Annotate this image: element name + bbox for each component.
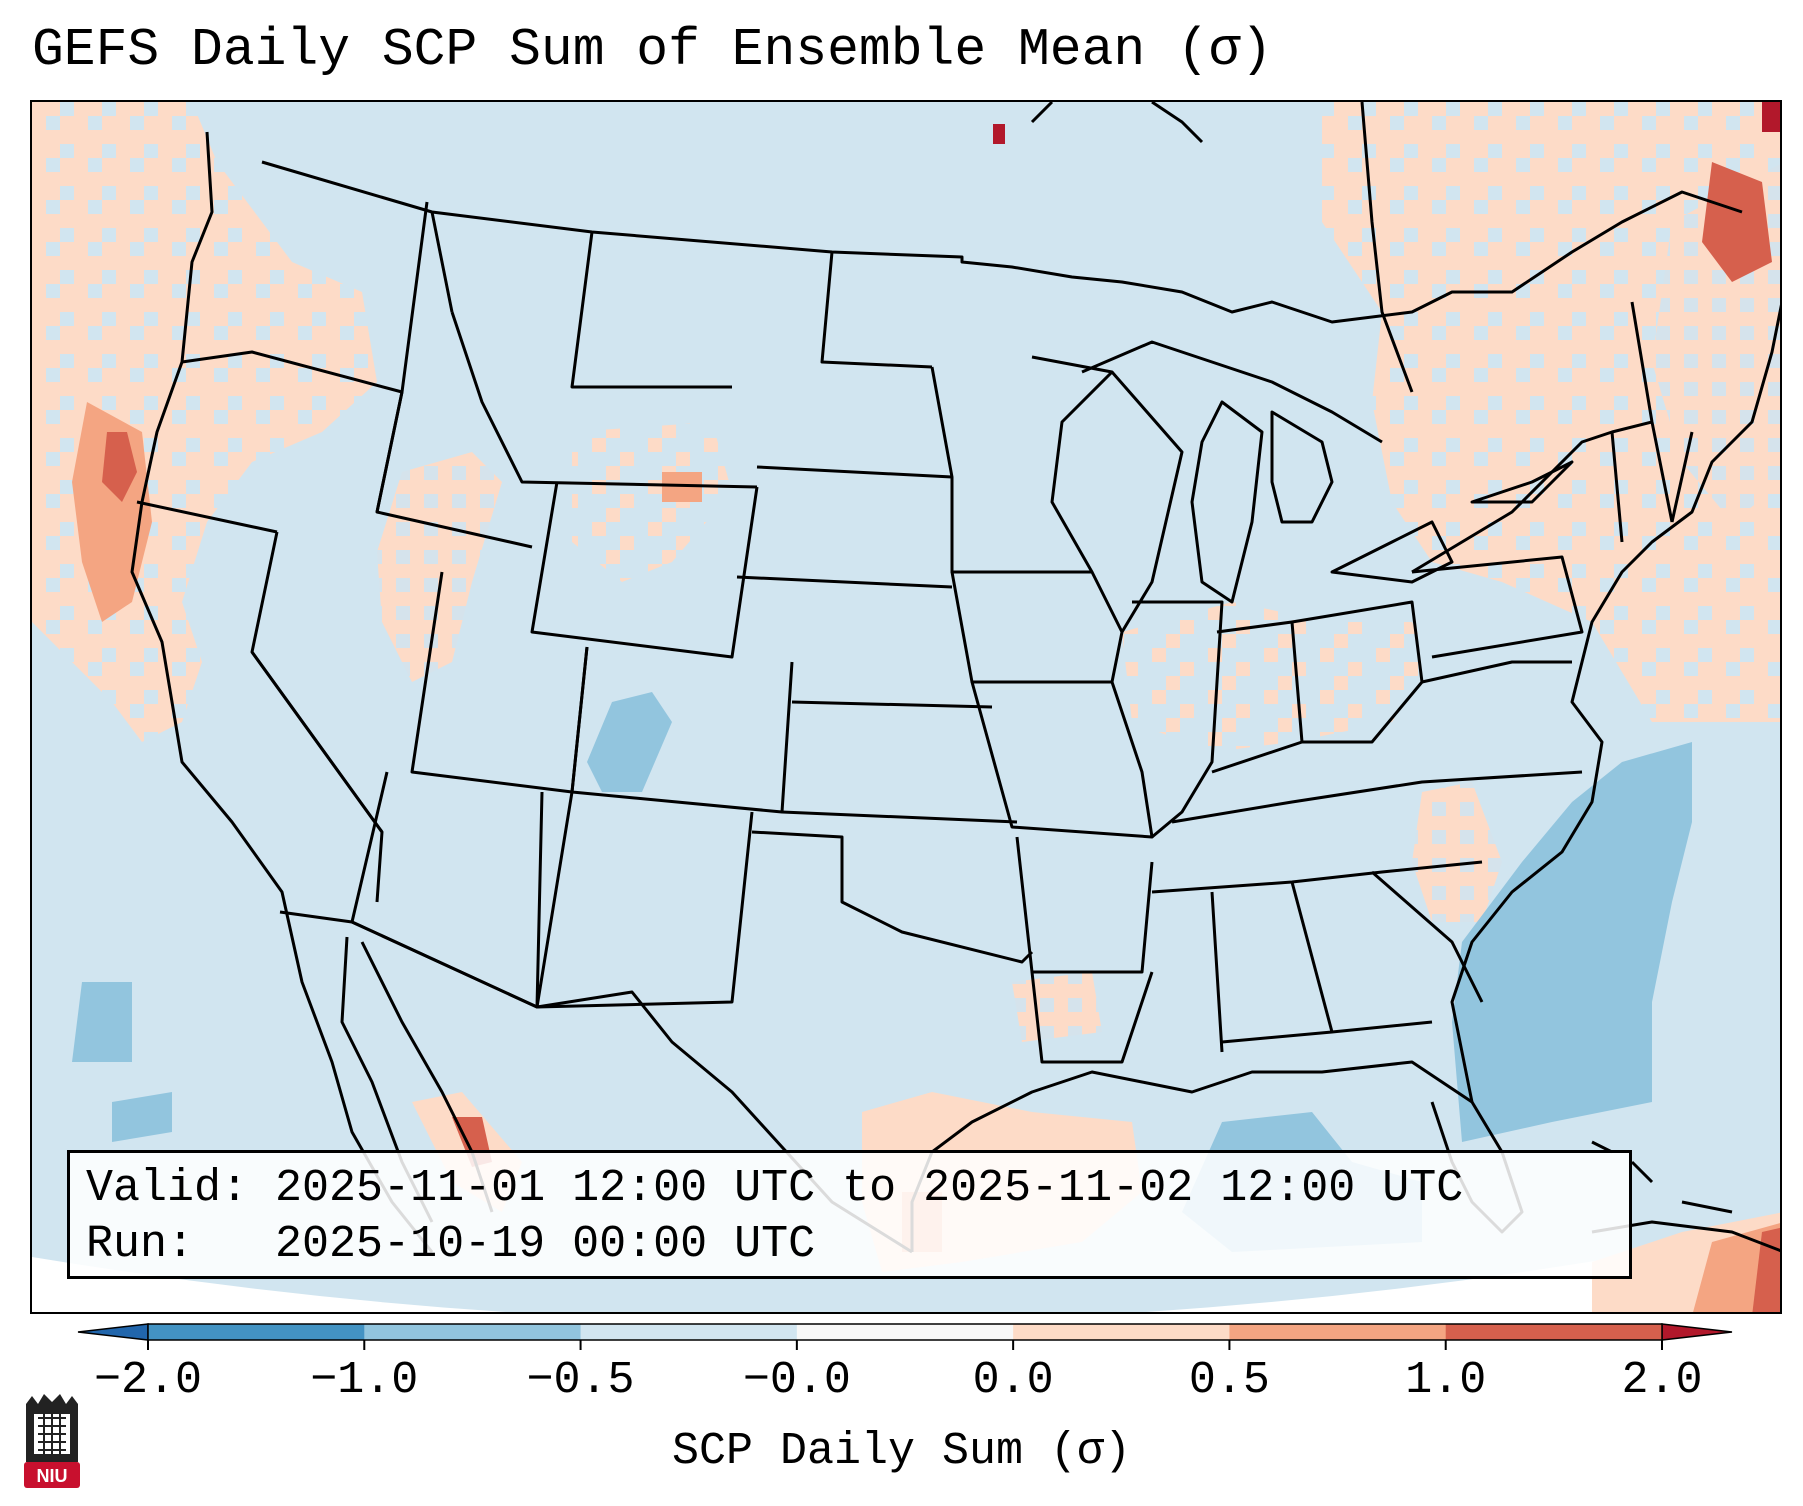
- map-canvas: [32, 102, 1780, 1312]
- minnesota-border: [930, 355, 1114, 574]
- colorbar-extend-under: [77, 1323, 149, 1341]
- atlantic-coastline: [1450, 304, 1780, 1103]
- dakotas-border: [570, 231, 732, 389]
- valid-value: 2025-11-01 12:00 UTC to 2025-11-02 12:00…: [275, 1163, 1464, 1214]
- us-canada-border: [261, 160, 1743, 324]
- sd-nebraska-border: [736, 575, 953, 589]
- cuba-bahamas: [1591, 1140, 1780, 1253]
- arkansas-border: [1015, 836, 1154, 974]
- anomaly-spot-manitoba: [993, 124, 1005, 144]
- pacific-coastline: [130, 131, 434, 1253]
- north-dakota-east: [820, 251, 933, 369]
- california-nevada-diagonal: [250, 651, 384, 833]
- tennessee-south-border: [1151, 860, 1483, 894]
- run-value: 2025-10-19 00:00 UTC: [275, 1219, 816, 1270]
- valid-line: Valid: 2025-11-01 12:00 UTC to 2025-11-0…: [86, 1161, 1613, 1217]
- anomaly-region-idaho: [377, 452, 502, 682]
- florida-border: [1221, 1020, 1433, 1044]
- pennsylvania-border: [1411, 555, 1584, 659]
- anomaly-region-wyoming-spot: [662, 472, 702, 502]
- wyoming-border: [530, 481, 759, 659]
- map-panel: [30, 100, 1782, 1314]
- oklahoma-texas-border: [751, 830, 1034, 964]
- colorbar-outline: [147, 1323, 1663, 1341]
- montana-south-border: [450, 311, 758, 489]
- colorado-border: [570, 646, 794, 814]
- nd-sd-border: [756, 465, 953, 479]
- info-box: Valid: 2025-11-01 12:00 UTC to 2025-11-0…: [67, 1150, 1632, 1279]
- anomaly-region-quebec-core: [1702, 162, 1772, 282]
- colorbar-segment: [364, 1324, 582, 1340]
- run-label: Run:: [86, 1219, 195, 1270]
- valid-label: Valid:: [86, 1163, 249, 1214]
- colorbar-segment: [796, 1324, 1014, 1340]
- coastlines: [130, 102, 1780, 1253]
- indiana-border: [1211, 620, 1304, 774]
- colorbar-segment: [1013, 1324, 1230, 1340]
- colorbar-tick-label: −0.0: [743, 1355, 851, 1406]
- great-lakes: [1081, 340, 1574, 604]
- colorbar-segments: [77, 1323, 1733, 1341]
- colorbar-tick-label: 0.0: [973, 1355, 1054, 1406]
- nebraska-kansas-border: [791, 700, 993, 709]
- colorbar-tick-label: −2.0: [94, 1355, 202, 1406]
- anomaly-region-oregon-core: [102, 432, 137, 502]
- colorbar-segment: [1445, 1324, 1663, 1340]
- colorbar-tick-label: −1.0: [310, 1355, 418, 1406]
- anomaly-region-ohio-valley: [1122, 602, 1432, 752]
- colorbar-ticks: −2.0 −1.0 −0.5 −0.0 0.0 0.5 1.0 2.0: [94, 1340, 1703, 1406]
- colorbar: −2.0 −1.0 −0.5 −0.0 0.0 0.5 1.0 2.0: [77, 1323, 1733, 1406]
- colorbar-label: SCP Daily Sum (σ): [671, 1426, 1132, 1477]
- map-title: GEFS Daily SCP Sum of Ensemble Mean (σ): [32, 20, 1273, 80]
- anomaly-region-colorado: [587, 692, 672, 792]
- hudson-bay-coast: [1030, 102, 1414, 393]
- colorbar-tick-label: 1.0: [1405, 1355, 1486, 1406]
- kansas-oklahoma-border: [781, 810, 1018, 824]
- new-york-border: [1411, 430, 1624, 574]
- new-mexico-border: [535, 791, 754, 1009]
- anomaly-region-louisiana: [1012, 972, 1102, 1042]
- mississippi-alabama-border: [1210, 891, 1224, 1053]
- state-borders: [136, 160, 1743, 1254]
- virginia-border: [1421, 660, 1572, 684]
- run-line: Run: 2025-10-19 00:00 UTC: [86, 1217, 1613, 1273]
- anomaly-region-carolinas: [1412, 782, 1502, 922]
- montana-north: [430, 211, 454, 313]
- colorbar-tick-label: 0.5: [1189, 1355, 1270, 1406]
- wisconsin-border: [1110, 371, 1184, 633]
- illinois-border: [1132, 600, 1224, 839]
- anomaly-region-quebec-max: [1762, 102, 1780, 132]
- colorbar-extend-over: [1661, 1323, 1733, 1341]
- anomaly-region-colorado-wyoming: [572, 422, 732, 582]
- anomaly-region-pacific: [72, 982, 172, 1142]
- alabama-georgia-border: [1290, 881, 1334, 1033]
- new-england-borders: [1611, 301, 1694, 523]
- oregon-california-border: [136, 500, 278, 534]
- logo-text: NIU: [37, 1466, 68, 1486]
- idaho-montana-border: [375, 201, 533, 549]
- colorbar-tick-label: 2.0: [1621, 1355, 1702, 1406]
- anomaly-region-atlantic: [1452, 742, 1692, 1142]
- georgia-carolina-border: [1371, 870, 1484, 1003]
- colorbar-segment: [1229, 1324, 1447, 1340]
- niu-logo: NIU: [24, 1394, 80, 1488]
- anomaly-region-northeast: [1322, 102, 1780, 722]
- washington-oregon-border: [181, 350, 403, 394]
- colorbar-segment: [580, 1324, 798, 1340]
- colorbar-tick-label: −0.5: [527, 1355, 635, 1406]
- louisiana-border: [1030, 971, 1154, 1064]
- kentucky-tennessee-border: [1171, 770, 1583, 824]
- colorbar-segment: [148, 1324, 365, 1340]
